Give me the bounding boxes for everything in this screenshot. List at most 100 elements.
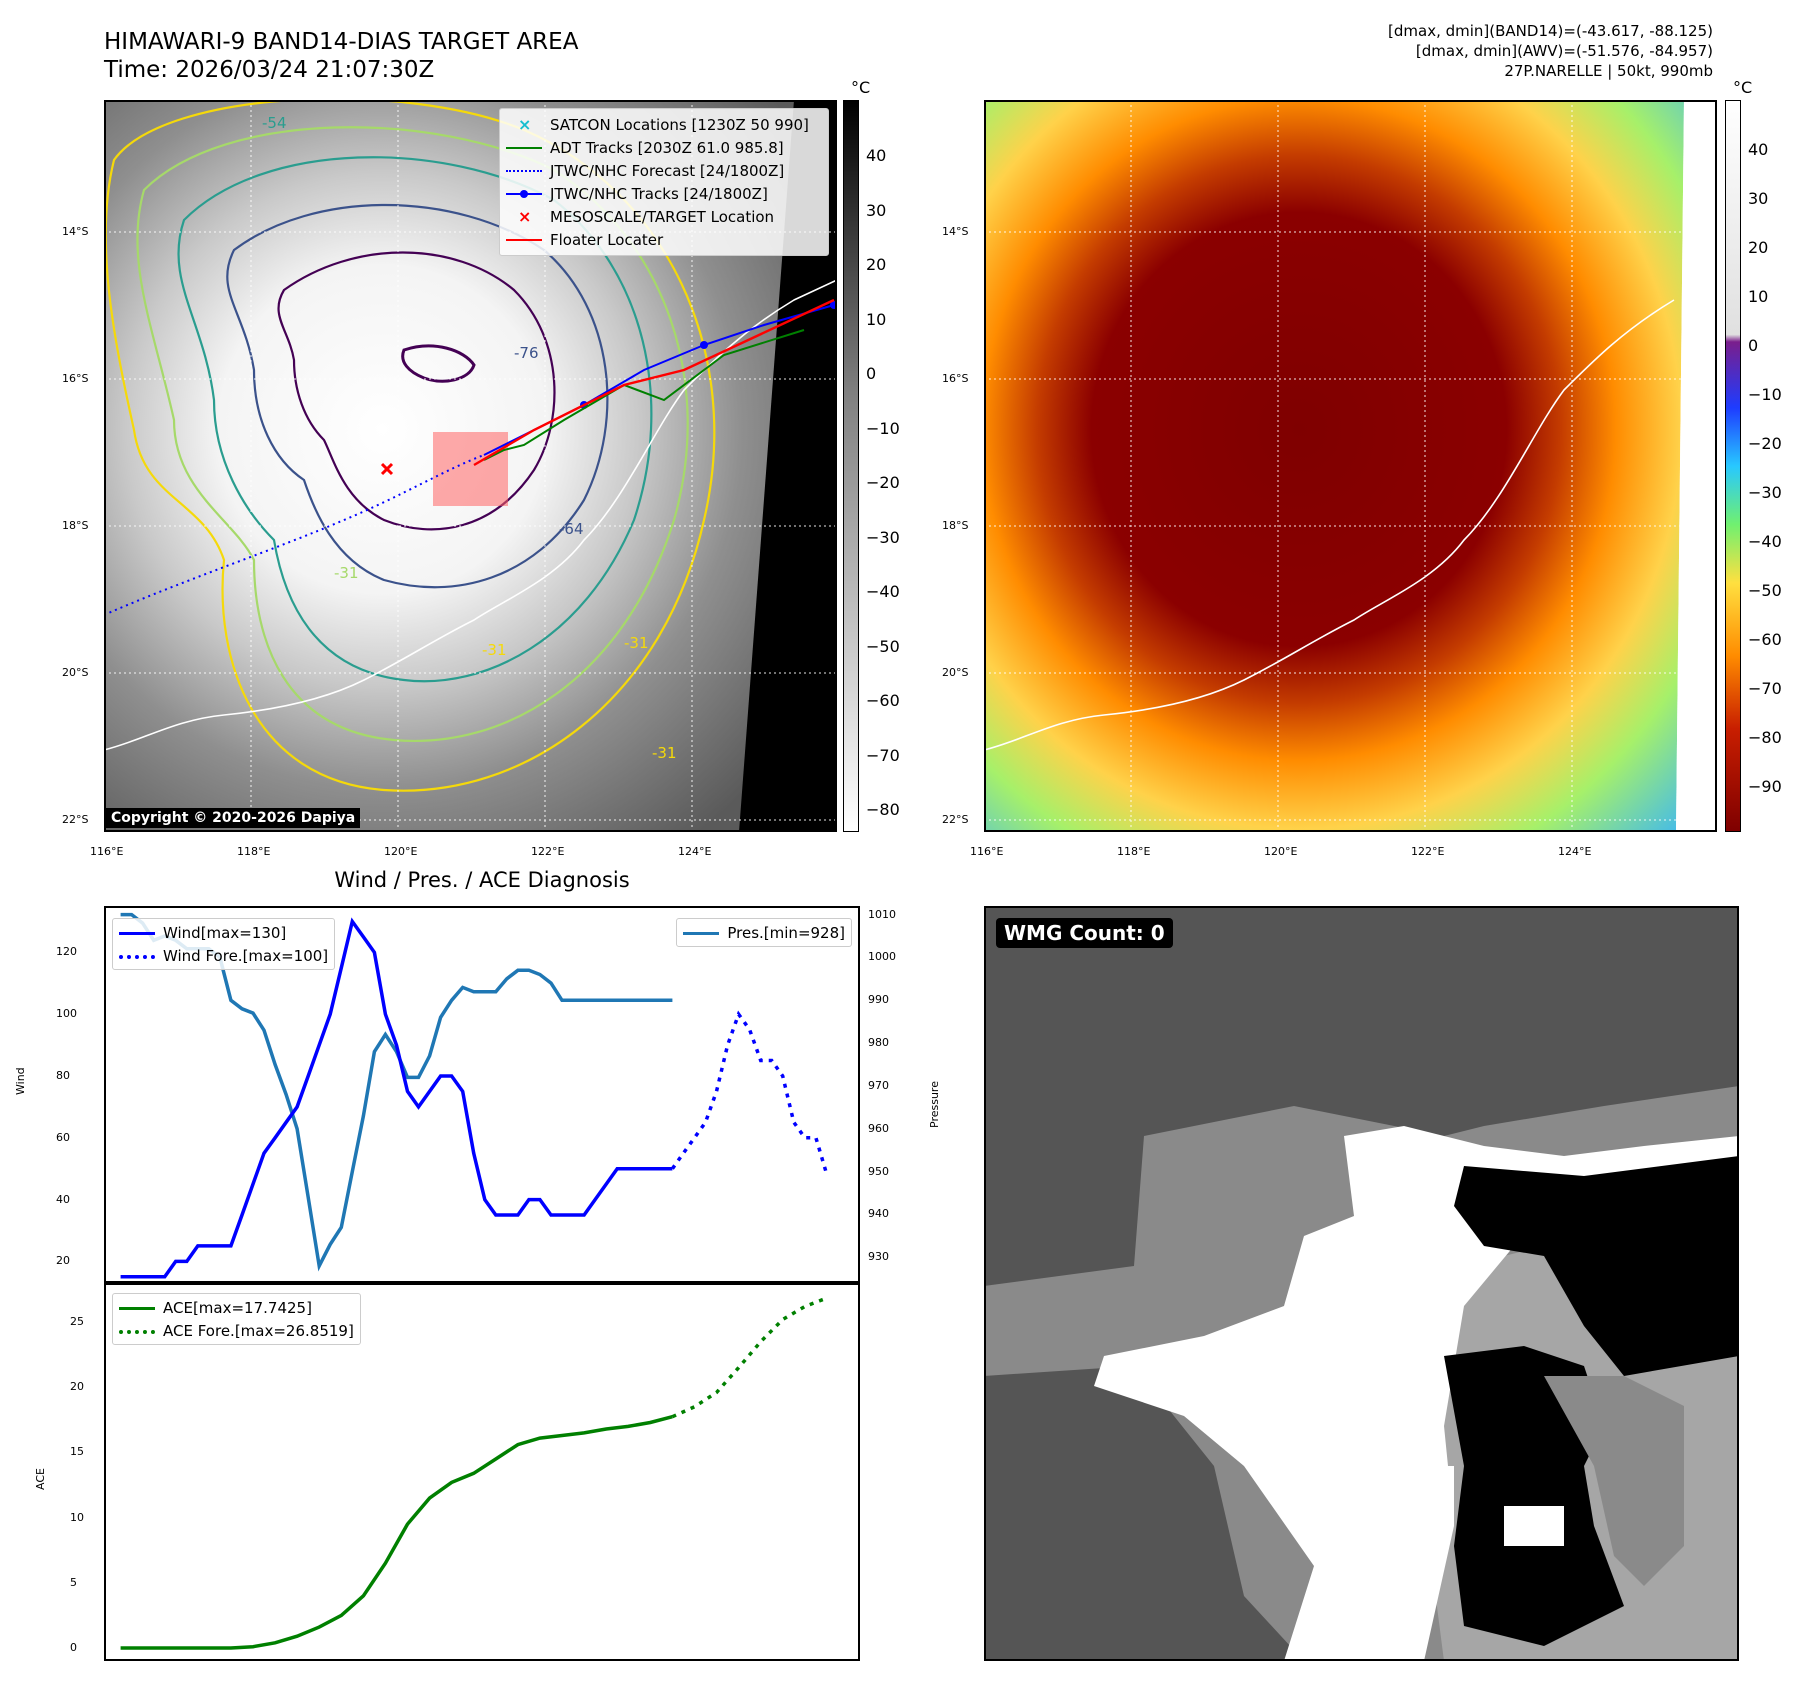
legend-item-pres: Pres.[min=928]	[683, 921, 845, 944]
legend-item-wind-fore: Wind Fore.[max=100]	[119, 944, 328, 967]
lat-tick-label: 22°S	[942, 813, 969, 826]
wmg-frame	[984, 906, 1739, 1661]
awv-colorbar	[1725, 100, 1741, 832]
ace-tick-label: 20	[70, 1380, 84, 1394]
pressure-tick-label: 950	[868, 1164, 889, 1178]
diagnosis-title: Wind / Pres. / ACE Diagnosis	[334, 868, 630, 892]
x-marker-icon: ×	[518, 114, 532, 134]
ir-colorbar-tick: −40	[866, 582, 900, 601]
ir-colorbar-tick: 30	[866, 200, 887, 220]
pres-legend: Pres.[min=928]	[676, 918, 852, 947]
lon-tick-label: 124°E	[678, 845, 712, 858]
ace-forecast-line	[671, 1296, 828, 1419]
lon-tick-label: 118°E	[1117, 845, 1151, 858]
awv-colorbar-tick: −70	[1748, 679, 1782, 698]
wind-tick-label: 80	[56, 1068, 70, 1082]
awv-colorbar-tick: 30	[1748, 189, 1769, 208]
wind-forecast-line	[670, 1010, 829, 1176]
ir-colorbar-unit: °C	[851, 78, 871, 97]
lon-tick-label: 120°E	[384, 845, 418, 858]
lon-tick-label: 116°E	[970, 845, 1004, 858]
wind-tick-label: 120	[56, 945, 77, 959]
awv-colorbar-tick: −40	[1748, 532, 1782, 551]
awv-colorbar-tick: 0	[1748, 336, 1759, 355]
pressure-tick-label: 980	[868, 1036, 889, 1050]
wind-tick-label: 40	[56, 1192, 70, 1206]
lat-tick-label: 22°S	[62, 813, 89, 826]
lat-tick-label: 20°S	[942, 666, 969, 679]
wind-axis-label: Wind	[14, 1067, 27, 1095]
pressure-tick-label: 930	[868, 1250, 889, 1264]
awv-colorbar-tick: −60	[1748, 630, 1782, 649]
ace-tick-label: 25	[70, 1315, 84, 1329]
info-storm: 27P.NARELLE | 50kt, 990mb	[1504, 62, 1713, 80]
lat-tick-label: 16°S	[62, 372, 89, 385]
awv-colorbar-tick: 20	[1748, 238, 1769, 257]
awv-colorbar-tick: 10	[1748, 287, 1769, 306]
awv-colorbar-tick: 40	[1748, 140, 1769, 159]
ir-colorbar-tick: −80	[866, 800, 900, 819]
contour-label: -31	[652, 744, 677, 762]
wmg-panel: WMG Count: 0	[984, 906, 1739, 1661]
dotted-line-icon	[119, 1324, 155, 1338]
ir-colorbar-tick: −70	[866, 745, 900, 765]
legend-item-ace-fore: ACE Fore.[max=26.8519]	[119, 1319, 354, 1342]
legend-item-tracks: JTWC/NHC Tracks [24/1800Z]	[506, 182, 822, 205]
ir-colorbar-tick: −30	[866, 527, 900, 547]
ace-axis-label: ACE	[34, 1468, 47, 1490]
copyright-badge: Copyright © 2020-2026 Dapiya	[106, 808, 361, 828]
ace-series-line	[120, 1415, 673, 1650]
lon-tick-label: 116°E	[90, 845, 124, 858]
lat-tick-label: 18°S	[62, 519, 89, 532]
ir-map-frame	[104, 100, 837, 832]
legend-item-satcon: × SATCON Locations [1230Z 50 990]	[506, 113, 822, 136]
ace-legend: ACE[max=17.7425] ACE Fore.[max=26.8519]	[112, 1293, 361, 1345]
awv-colorbar-tick: −30	[1748, 483, 1782, 502]
wind-series-line	[120, 917, 673, 1279]
pressure-tick-label: 960	[868, 1121, 889, 1135]
dotted-line-icon	[119, 949, 155, 963]
ace-tick-label: 15	[70, 1445, 84, 1459]
pressure-tick-label: 990	[868, 993, 889, 1007]
ir-legend: × SATCON Locations [1230Z 50 990] ADT Tr…	[499, 108, 829, 256]
wind-legend: Wind[max=130] Wind Fore.[max=100]	[112, 918, 336, 970]
awv-colorbar-tick: −50	[1748, 581, 1782, 600]
awv-map-frame	[984, 100, 1717, 832]
awv-map-panel	[983, 100, 1717, 832]
line-marker-icon	[119, 1301, 155, 1315]
ir-colorbar-tick: 40	[866, 146, 887, 165]
line-marker-icon	[506, 233, 542, 247]
lon-tick-label: 118°E	[237, 845, 271, 858]
wind-pressure-chart: Wind[max=130] Wind Fore.[max=100] Pres.[…	[104, 906, 860, 1283]
line-marker-icon	[506, 141, 542, 155]
lat-tick-label: 16°S	[942, 372, 969, 385]
awv-colorbar-tick: −90	[1748, 777, 1782, 796]
ir-colorbar-tick: −60	[866, 691, 900, 710]
lat-tick-label: 18°S	[942, 519, 969, 532]
contour-label: -76	[514, 344, 539, 362]
ir-colorbar-tick: −50	[866, 636, 900, 656]
ace-chart: ACE[max=17.7425] ACE Fore.[max=26.8519]	[104, 1283, 860, 1661]
info-band14: [dmax, dmin](BAND14)=(-43.617, -88.125)	[1388, 22, 1713, 40]
legend-item-target: × MESOSCALE/TARGET Location	[506, 205, 822, 228]
ir-colorbar-tick: 0	[866, 364, 877, 383]
legend-item-forecast: JTWC/NHC Forecast [24/1800Z]	[506, 159, 822, 182]
chart-timestamp: Time: 2026/03/24 21:07:30Z	[104, 57, 435, 83]
x-marker-icon: ×	[518, 206, 532, 226]
wmg-count-badge: WMG Count: 0	[996, 918, 1173, 948]
lat-tick-label: 14°S	[62, 225, 89, 238]
line-marker-icon	[119, 926, 155, 940]
ir-colorbar-tick: −20	[866, 473, 900, 492]
ir-colorbar-tick: 20	[866, 255, 887, 274]
lon-tick-label: 124°E	[1558, 845, 1592, 858]
awv-colorbar-unit: °C	[1733, 78, 1753, 97]
pressure-tick-label: 1000	[868, 950, 896, 964]
line-dot-icon	[506, 187, 542, 201]
legend-item-ace: ACE[max=17.7425]	[119, 1296, 354, 1319]
wind-chart-frame	[104, 906, 860, 1283]
wind-tick-label: 100	[56, 1007, 77, 1021]
awv-colorbar-tick: −20	[1748, 434, 1782, 453]
lon-tick-label: 122°E	[531, 845, 565, 858]
lat-tick-label: 20°S	[62, 666, 89, 679]
legend-item-floater: Floater Locater	[506, 228, 822, 251]
